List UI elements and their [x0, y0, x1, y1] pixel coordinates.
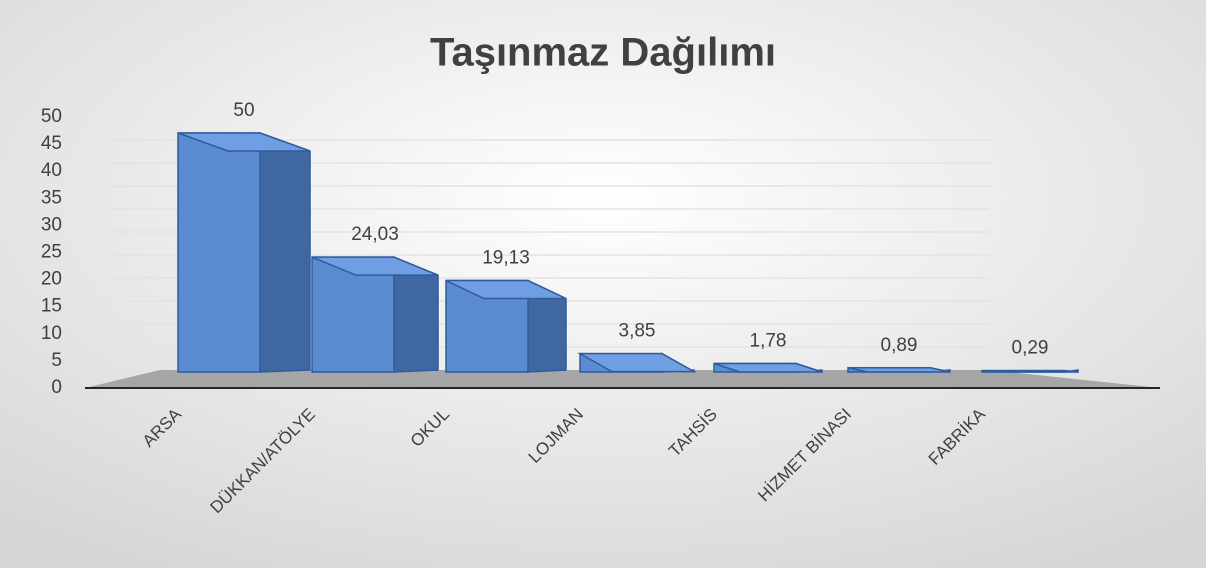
- y-tick-label: 30: [41, 214, 62, 235]
- y-tick-label: 0: [51, 377, 62, 398]
- data-label: 50: [233, 100, 254, 121]
- data-label: 19,13: [482, 248, 530, 269]
- y-tick-label: 10: [41, 323, 62, 344]
- chart-title: Taşınmaz Dağılımı: [430, 31, 776, 75]
- bar-side: [259, 131, 311, 373]
- y-tick-label: 50: [41, 106, 62, 127]
- y-tick-label: 20: [41, 269, 62, 290]
- bar: [177, 131, 311, 373]
- data-label: 0,29: [1012, 338, 1049, 359]
- bar-top: [713, 362, 823, 373]
- bar-top: [311, 256, 439, 276]
- bar: [981, 369, 1079, 373]
- y-tick-label: 35: [41, 187, 62, 208]
- data-label: 3,85: [619, 321, 656, 342]
- bar: [713, 362, 823, 374]
- bar-top: [981, 369, 1079, 373]
- data-label: 1,78: [750, 331, 787, 352]
- y-tick-label: 45: [41, 133, 62, 154]
- y-tick-label: 25: [41, 242, 62, 263]
- y-tick-label: 5: [51, 350, 62, 371]
- bar: [577, 352, 697, 373]
- floor: [85, 370, 1160, 388]
- bar-front: [177, 132, 261, 373]
- bar-top: [177, 132, 311, 152]
- bar-top: [847, 366, 951, 373]
- bar: [445, 279, 567, 373]
- y-tick-label: 15: [41, 296, 62, 317]
- data-label: 0,89: [881, 335, 918, 356]
- bar: [847, 366, 951, 373]
- data-label: 24,03: [351, 224, 399, 245]
- bar-top: [577, 352, 697, 373]
- bar-top: [445, 279, 567, 300]
- y-tick-label: 40: [41, 160, 62, 181]
- bar: [311, 256, 439, 373]
